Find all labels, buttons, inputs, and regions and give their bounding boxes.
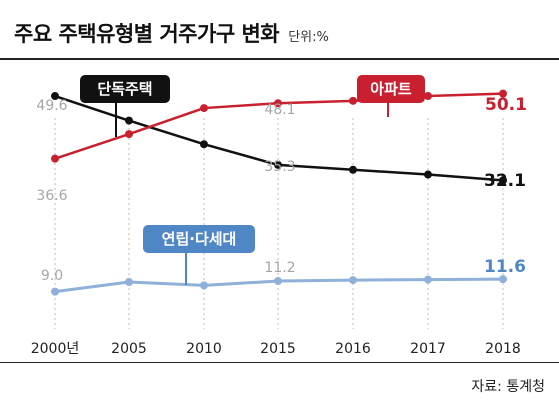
data-point: [349, 165, 357, 174]
data-point: [51, 92, 59, 101]
x-tick-label: 2015: [260, 341, 296, 357]
data-point: [424, 92, 432, 101]
data-point: [125, 278, 133, 286]
top-divider: [0, 58, 559, 60]
data-point: [499, 275, 507, 284]
x-tick-label: 2016: [335, 341, 371, 357]
chart-header: 주요 주택유형별 거주가구 변화 단위:%: [14, 18, 329, 54]
source-note: 자료: 통계청: [471, 379, 545, 395]
series-dandok-tag: [80, 75, 170, 103]
x-tick-label: 2000년: [31, 341, 80, 357]
unit-label: 단위:%: [288, 30, 329, 45]
data-point: [274, 277, 282, 286]
chart-title: 주요 주택유형별 거주가구 변화: [14, 22, 280, 46]
data-point: [274, 99, 282, 108]
x-tick-label: 2010: [186, 341, 222, 357]
data-point: [499, 176, 507, 185]
data-point: [424, 170, 432, 179]
data-label: 49.6: [36, 98, 67, 114]
data-point: [51, 154, 59, 163]
x-tick-label: 2017: [410, 341, 446, 357]
series-apart-tag-label: 아파트: [370, 80, 412, 98]
data-label: 9.0: [41, 268, 63, 284]
series-apart-tag: [357, 75, 425, 103]
data-point: [200, 140, 208, 149]
data-point: [200, 281, 208, 290]
bottom-divider: [0, 362, 559, 363]
data-point: [51, 287, 59, 296]
data-point: [424, 275, 432, 284]
data-point: [125, 130, 133, 139]
data-point: [349, 276, 357, 285]
x-tick-label: 2005: [111, 341, 147, 357]
data-label: 50.1: [485, 95, 527, 115]
data-label: 35.3: [264, 159, 295, 175]
data-label: 48.1: [264, 102, 295, 118]
data-point: [499, 89, 507, 98]
data-label: 11.2: [264, 260, 295, 276]
data-point: [125, 116, 133, 125]
series-yeonrip-tag-label: 연립·다세대: [162, 230, 237, 248]
data-point: [200, 104, 208, 113]
x-tick-label: 2018: [485, 341, 521, 357]
data-point: [274, 160, 282, 169]
series-dandok-tag-label: 단독주택: [97, 80, 152, 98]
data-label: 36.6: [36, 188, 67, 204]
data-label: 11.6: [484, 257, 526, 277]
data-label: 32.1: [484, 171, 526, 191]
data-point: [349, 96, 357, 105]
series-yeonrip-tag: [143, 225, 255, 253]
